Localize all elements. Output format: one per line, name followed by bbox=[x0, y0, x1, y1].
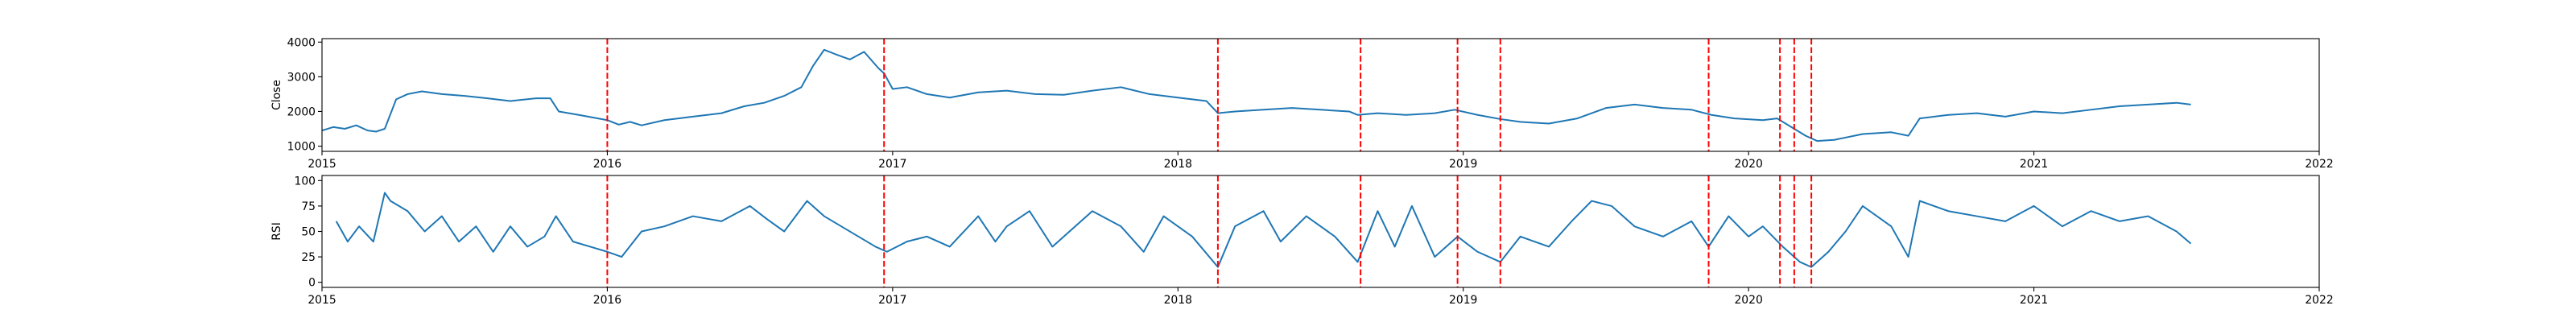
close-plot-area bbox=[322, 39, 2191, 151]
close-x-tick-label-7: 2022 bbox=[2305, 158, 2333, 171]
rsi-x-tick-label-6: 2021 bbox=[2020, 294, 2048, 307]
close-y-tick-label-0: 1000 bbox=[287, 141, 316, 154]
rsi-series-line-0 bbox=[335, 192, 2192, 268]
rsi-x-tick-label-5: 2020 bbox=[1734, 294, 1762, 307]
rsi-y-tick-label-2: 50 bbox=[301, 226, 316, 239]
close-x-tick-label-5: 2020 bbox=[1734, 158, 1762, 171]
rsi-panel: 2015 2016 2017 2018 2019 2020 2021 2022 0 25 50 75 1… bbox=[270, 175, 2334, 307]
rsi-x-tick-label-3: 2018 bbox=[1164, 294, 1192, 307]
rsi-axes-frame bbox=[321, 175, 2320, 288]
rsi-y-tick-label-0: 0 bbox=[308, 277, 316, 290]
close-y-axis-label: Close bbox=[270, 80, 283, 110]
close-price-panel: 2015 2016 2017 2018 2019 2020 2021 2022 1000 2000… bbox=[270, 36, 2334, 171]
close-y-tick-label-1: 2000 bbox=[287, 105, 316, 118]
rsi-y-tick-label-1: 25 bbox=[301, 251, 316, 264]
rsi-y-tick-label-3: 75 bbox=[301, 200, 316, 213]
close-series-line-0 bbox=[322, 48, 2191, 142]
close-axes-frame bbox=[321, 38, 2320, 152]
close-x-tick-label-1: 2016 bbox=[593, 158, 621, 171]
rsi-x-tick-label-1: 2016 bbox=[593, 294, 621, 307]
rsi-x-tick-label-2: 2017 bbox=[878, 294, 906, 307]
close-x-tick-label-0: 2015 bbox=[308, 158, 336, 171]
rsi-x-tick-label-7: 2022 bbox=[2305, 294, 2333, 307]
close-x-tick-label-6: 2021 bbox=[2020, 158, 2048, 171]
rsi-plot-area bbox=[335, 175, 2192, 287]
rsi-x-tick-label-4: 2019 bbox=[1449, 294, 1477, 307]
close-x-tick-label-3: 2018 bbox=[1164, 158, 1192, 171]
rsi-y-axis-label: RSI bbox=[270, 222, 283, 241]
rsi-x-tick-label-0: 2015 bbox=[308, 294, 336, 307]
close-y-tick-label-3: 4000 bbox=[287, 36, 316, 49]
close-x-tick-label-2: 2017 bbox=[878, 158, 906, 171]
close-x-tick-label-4: 2019 bbox=[1449, 158, 1477, 171]
close-y-tick-label-2: 3000 bbox=[287, 71, 316, 84]
rsi-y-tick-label-4: 100 bbox=[294, 175, 316, 188]
